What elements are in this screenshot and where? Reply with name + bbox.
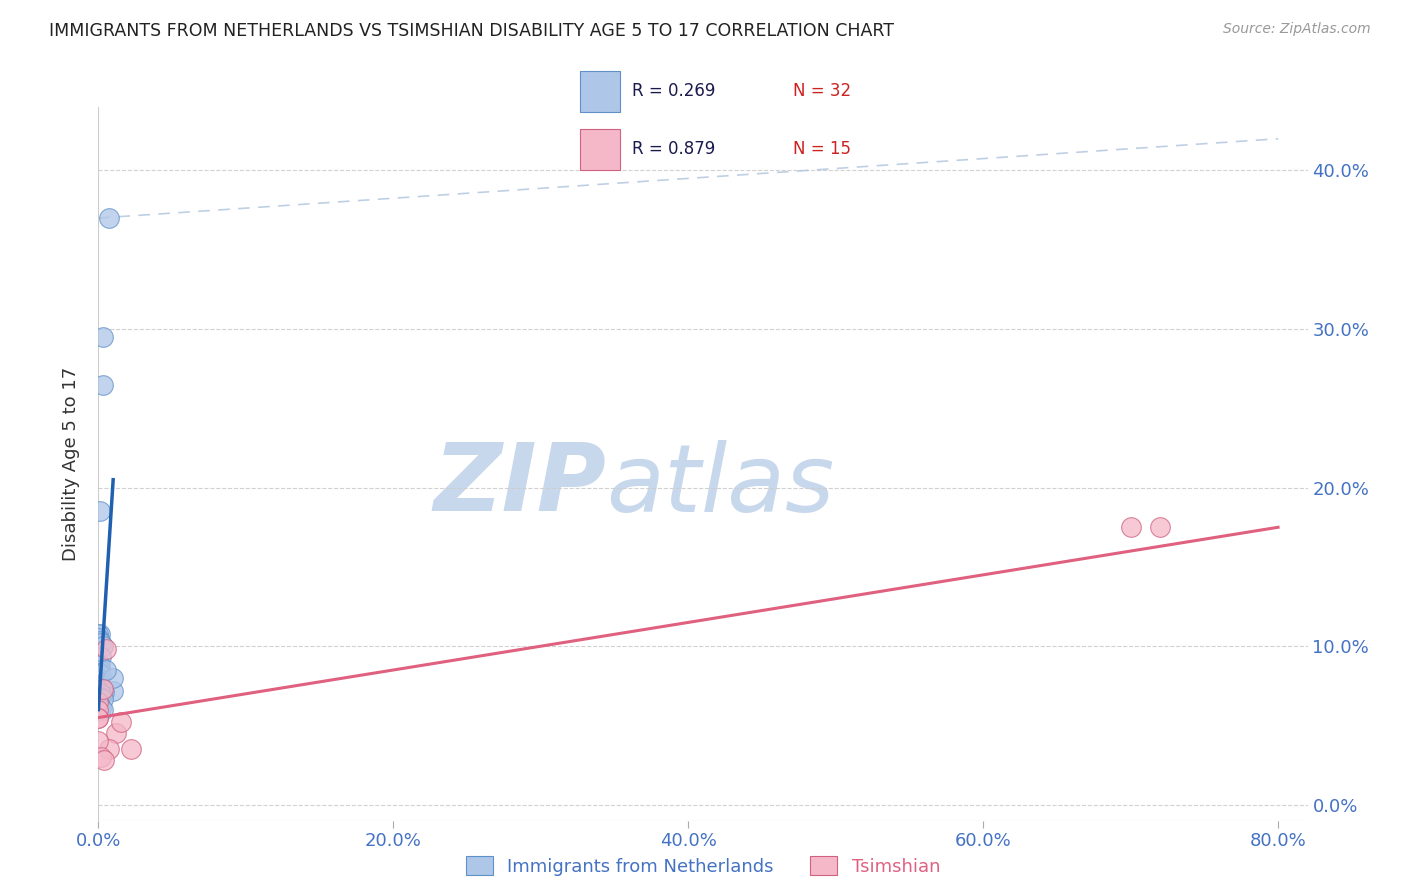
Point xyxy=(87,710,110,724)
Text: N = 15: N = 15 xyxy=(793,140,851,159)
Point xyxy=(87,703,110,717)
Point xyxy=(91,681,114,696)
Point xyxy=(90,636,112,650)
Text: IMMIGRANTS FROM NETHERLANDS VS TSIMSHIAN DISABILITY AGE 5 TO 17 CORRELATION CHAR: IMMIGRANTS FROM NETHERLANDS VS TSIMSHIAN… xyxy=(49,22,894,40)
Y-axis label: Disability Age 5 to 17: Disability Age 5 to 17 xyxy=(62,367,80,561)
Text: R = 0.269: R = 0.269 xyxy=(631,82,714,101)
Point xyxy=(90,687,112,701)
Point xyxy=(1119,520,1142,534)
Point xyxy=(91,691,114,706)
Point xyxy=(90,667,112,681)
Point xyxy=(90,701,112,715)
Point xyxy=(93,685,115,699)
Point xyxy=(91,330,114,344)
Point xyxy=(120,742,142,756)
Point xyxy=(87,671,110,685)
Point xyxy=(105,726,128,740)
Point xyxy=(101,671,124,685)
FancyBboxPatch shape xyxy=(581,71,620,112)
Point xyxy=(89,666,111,681)
Point xyxy=(94,642,117,657)
Point xyxy=(87,695,110,709)
Point xyxy=(89,658,111,673)
Point xyxy=(89,677,111,691)
Point xyxy=(93,753,115,767)
Point xyxy=(110,715,132,730)
Point xyxy=(87,710,110,724)
Text: N = 32: N = 32 xyxy=(793,82,851,101)
Point xyxy=(91,681,114,696)
Point xyxy=(89,634,111,648)
Point xyxy=(97,742,120,756)
Point xyxy=(89,663,111,677)
Point xyxy=(1149,520,1171,534)
Legend: Immigrants from Netherlands, Tsimshian: Immigrants from Netherlands, Tsimshian xyxy=(458,849,948,883)
Point xyxy=(87,674,110,689)
Point xyxy=(87,695,110,709)
Point xyxy=(90,650,112,665)
Point xyxy=(87,626,110,640)
Text: R = 0.879: R = 0.879 xyxy=(631,140,714,159)
Text: Source: ZipAtlas.com: Source: ZipAtlas.com xyxy=(1223,22,1371,37)
Point xyxy=(91,703,114,717)
Point xyxy=(87,632,110,646)
Point xyxy=(91,377,114,392)
Text: atlas: atlas xyxy=(606,440,835,531)
Text: ZIP: ZIP xyxy=(433,439,606,532)
Point xyxy=(97,211,120,225)
Point xyxy=(89,690,111,704)
FancyBboxPatch shape xyxy=(581,129,620,169)
Point xyxy=(87,698,110,712)
Point xyxy=(89,504,111,518)
Point xyxy=(89,699,111,714)
Point xyxy=(91,639,114,653)
Point xyxy=(94,663,117,677)
Point xyxy=(90,681,112,695)
Point xyxy=(87,734,110,748)
Point xyxy=(90,750,112,764)
Point xyxy=(101,683,124,698)
Point xyxy=(89,626,111,640)
